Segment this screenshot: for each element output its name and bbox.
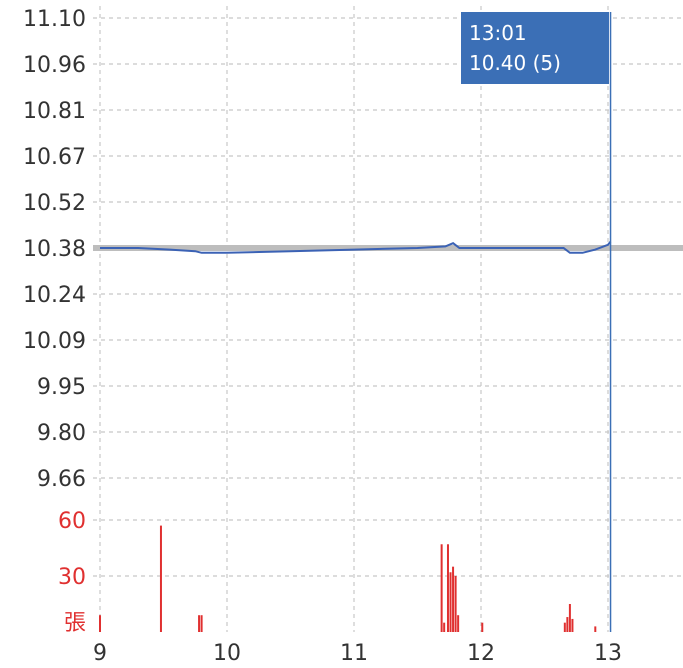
price-tick-label: 10.52 [23, 191, 86, 216]
price-tick-label: 9.66 [37, 467, 86, 492]
volume-bar [446, 544, 449, 632]
price-tick-label: 9.80 [37, 421, 86, 446]
volume-bar [452, 566, 455, 632]
volume-bar [594, 626, 597, 632]
price-tick-label: 10.38 [23, 237, 86, 262]
price-line [100, 240, 612, 254]
time-tick-label: 11 [340, 641, 368, 666]
volume-bar [159, 525, 162, 632]
price-tick-label: 10.67 [23, 145, 86, 170]
volume-bars [99, 525, 597, 632]
time-tick-label: 12 [467, 641, 495, 666]
price-tooltip: 13:01 10.40 (5) [461, 12, 609, 84]
volume-bar [443, 622, 446, 632]
volume-tick-label: 30 [58, 565, 86, 590]
tooltip-time: 13:01 [469, 21, 527, 45]
volume-bar [440, 544, 443, 632]
price-tick-label: 9.95 [37, 375, 86, 400]
volume-bar [568, 604, 571, 632]
volume-bar [566, 617, 569, 632]
volume-axis-ticks: 60 30 張 [58, 509, 86, 636]
volume-bar [563, 622, 566, 632]
price-tick-label: 10.24 [23, 283, 86, 308]
tooltip-value: 10.40 (5) [469, 51, 561, 75]
time-tick-label: 13 [594, 641, 622, 666]
volume-bar [449, 572, 452, 632]
volume-bar [198, 615, 201, 632]
volume-tick-label: 60 [58, 509, 86, 534]
price-axis-ticks: 11.10 10.96 10.81 10.67 10.52 10.38 10.24 10.09… [23, 7, 86, 492]
price-series-line [100, 240, 612, 254]
grid-lines [93, 6, 683, 632]
volume-bar [99, 615, 101, 632]
time-axis-ticks: 9 10 11 12 13 [93, 641, 622, 666]
volume-bar [481, 622, 484, 632]
price-tick-label: 11.10 [23, 7, 86, 32]
price-tick-label: 10.81 [23, 99, 86, 124]
price-tick-label: 10.96 [23, 53, 86, 78]
volume-tick-label: 張 [64, 611, 86, 636]
volume-bar [457, 615, 460, 632]
volume-bar [454, 576, 457, 632]
time-tick-label: 10 [213, 641, 241, 666]
volume-bar [200, 615, 203, 632]
volume-bar [571, 618, 574, 632]
time-tick-label: 9 [93, 641, 107, 666]
price-tick-label: 10.09 [23, 329, 86, 354]
